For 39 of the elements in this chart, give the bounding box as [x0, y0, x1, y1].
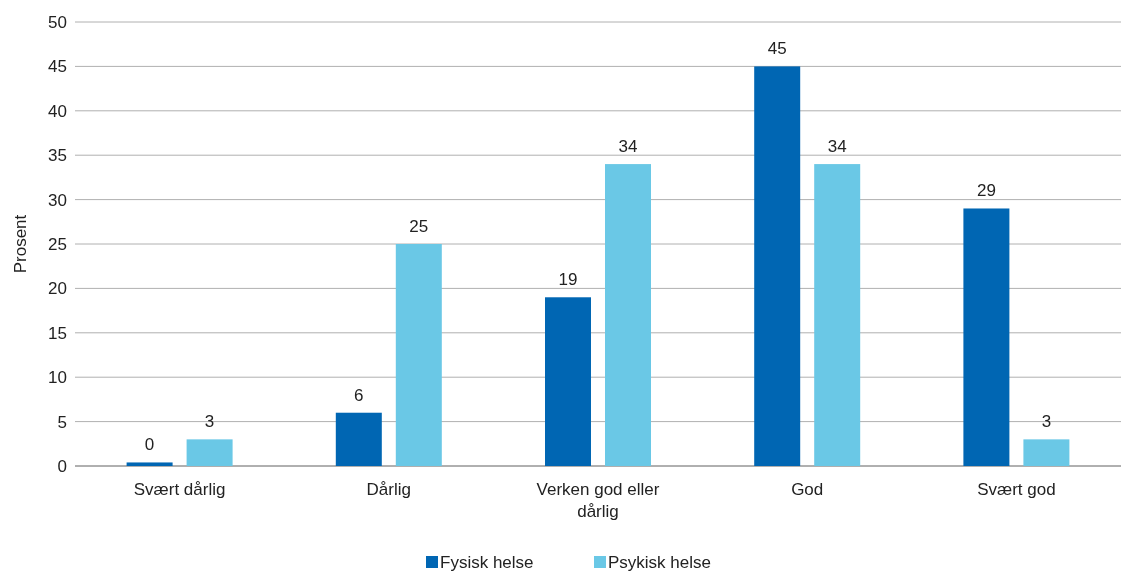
data-label: 19: [558, 270, 578, 290]
y-tick-label: 20: [48, 279, 67, 299]
data-label: 6: [354, 385, 364, 405]
x-tick-label: Svært dårlig: [133, 480, 226, 499]
legend-label: Fysisk helse: [440, 553, 534, 572]
data-label: 3: [1041, 412, 1052, 432]
y-tick-label: 0: [57, 456, 67, 476]
x-tick-label: God: [791, 480, 824, 499]
bar: [126, 462, 173, 466]
data-label: 34: [618, 137, 638, 157]
bar: [605, 164, 651, 466]
bar: [814, 164, 861, 466]
bar: [545, 297, 591, 466]
x-tick-label: Dårlig: [366, 480, 411, 499]
y-tick-label: 45: [48, 57, 67, 77]
x-tick-label: Svært god: [977, 480, 1056, 499]
data-label: 34: [827, 137, 847, 157]
y-tick-label: 25: [48, 234, 67, 254]
y-tick-label: 5: [57, 412, 67, 432]
y-tick-label: 30: [48, 190, 67, 210]
x-tick-label: Verken god eller dårlig: [536, 480, 660, 521]
y-tick-label: 40: [48, 101, 67, 121]
bar: [186, 439, 233, 466]
data-label: 45: [767, 39, 787, 59]
bar: [754, 66, 801, 466]
y-tick-label: 50: [48, 12, 67, 32]
bar: [335, 412, 382, 466]
data-label: 0: [144, 435, 155, 455]
data-label: 25: [409, 217, 429, 236]
data-label: 3: [204, 412, 215, 432]
y-tick-label: 15: [48, 323, 67, 343]
bar: [395, 244, 442, 466]
y-axis-title: Prosent: [11, 214, 30, 274]
bar: [1023, 439, 1070, 466]
data-label: 29: [976, 181, 996, 201]
y-tick-label: 10: [48, 368, 67, 388]
y-tick-label: 35: [48, 146, 67, 166]
legend-label: Psykisk helse: [608, 553, 711, 572]
bar: [963, 208, 1010, 466]
